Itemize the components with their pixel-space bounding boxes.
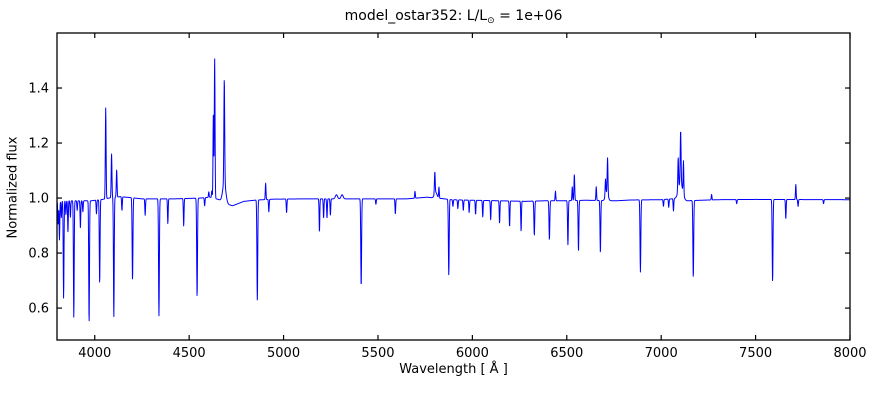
x-tick-label: 5500 (361, 346, 394, 361)
x-tick-label: 7500 (739, 346, 772, 361)
y-tick-label: 0.6 (28, 302, 49, 317)
x-tick-label: 6500 (550, 346, 583, 361)
plot-title: model_ostar352: L/L⊙ = 1e+06 (57, 8, 850, 26)
x-tick-label: 6000 (456, 346, 489, 361)
x-tick-label: 4000 (78, 346, 111, 361)
x-tick-label: 4500 (173, 346, 206, 361)
axis-tick-labels: 4000 4500 5000 5500 6000 6500 7000 7500 8000 0.6 0… (28, 82, 866, 361)
sun-symbol: ⊙ (487, 16, 495, 26)
spectrum-line (56, 58, 851, 322)
y-axis-label: Normalized flux (5, 136, 21, 239)
y-tick-label: 1.0 (28, 192, 49, 207)
plot-title-text: model_ostar352: L/L (344, 8, 488, 24)
y-tick-label: 1.2 (28, 137, 49, 152)
y-tick-label: 1.4 (28, 82, 49, 97)
x-tick-label: 7000 (645, 346, 678, 361)
axis-ticks (57, 33, 851, 340)
plot-title-suffix: = 1e+06 (494, 8, 563, 24)
y-tick-label: 0.8 (28, 247, 49, 262)
x-tick-label: 8000 (833, 346, 866, 361)
axes-frame (56, 32, 851, 341)
x-axis-label: Wavelength [ Å ] (399, 362, 508, 377)
x-tick-label: 5000 (267, 346, 300, 361)
